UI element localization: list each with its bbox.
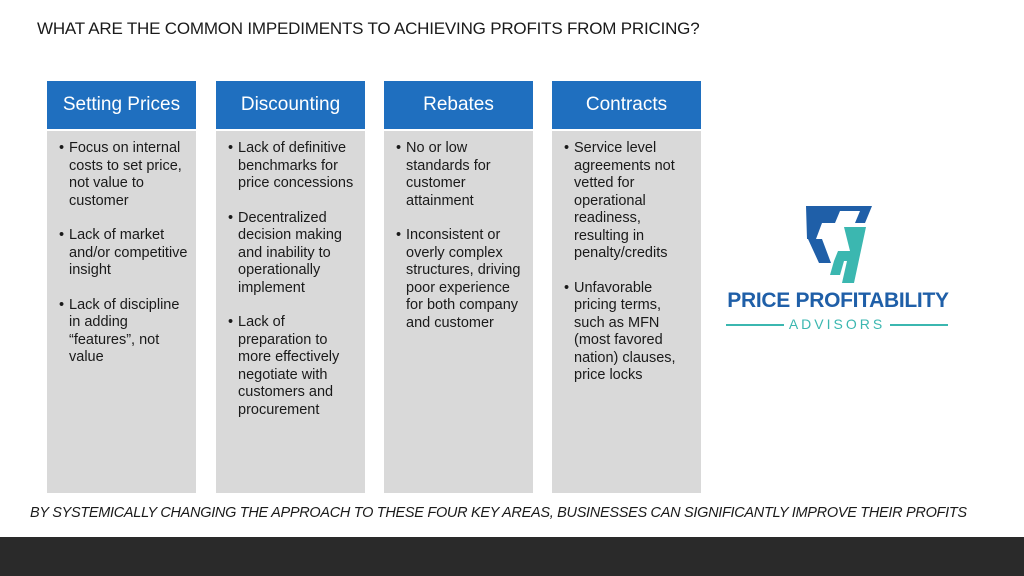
column-header: Rebates	[384, 81, 533, 131]
bullet-item: Unfavorable pricing terms, such as MFN (…	[564, 280, 693, 385]
column-header: Setting Prices	[47, 81, 196, 131]
bullet-item: No or low standards for customer attainm…	[396, 140, 525, 210]
column-contracts: Contracts Service level agreements not v…	[552, 81, 701, 493]
bullet-item: Lack of market and/or competitive insigh…	[59, 227, 188, 280]
column-setting-prices: Setting Prices Focus on internal costs t…	[47, 81, 196, 493]
logo-name-line2: ADVISORS	[788, 316, 886, 332]
logo-divider-right	[890, 324, 948, 326]
bullet-item: Lack of definitive benchmarks for price …	[228, 140, 357, 193]
bullet-item: Lack of discipline in adding “features”,…	[59, 297, 188, 367]
column-discounting: Discounting Lack of definitive benchmark…	[216, 81, 365, 493]
bullet-item: Lack of preparation to more effectively …	[228, 314, 357, 419]
column-header: Contracts	[552, 81, 701, 131]
conclusion-statement: BY SYSTEMICALLY CHANGING THE APPROACH TO…	[30, 505, 967, 521]
logo-mark-icon	[806, 206, 872, 283]
bullet-item: Inconsistent or overly complex structure…	[396, 227, 525, 332]
footer-bar	[0, 537, 1024, 576]
bullet-item: Decentralized decision making and inabil…	[228, 210, 357, 298]
bullet-item: Service level agreements not vetted for …	[564, 140, 693, 263]
bullet-item: Focus on internal costs to set price, no…	[59, 140, 188, 210]
column-header: Discounting	[216, 81, 365, 131]
logo-name-line1: PRICE PROFITABILITY	[727, 289, 949, 312]
company-logo: PRICE PROFITABILITY ADVISORS	[722, 203, 952, 335]
logo-divider-left	[726, 324, 784, 326]
slide-title: WHAT ARE THE COMMON IMPEDIMENTS TO ACHIE…	[37, 19, 700, 38]
column-rebates: Rebates No or low standards for customer…	[384, 81, 533, 493]
